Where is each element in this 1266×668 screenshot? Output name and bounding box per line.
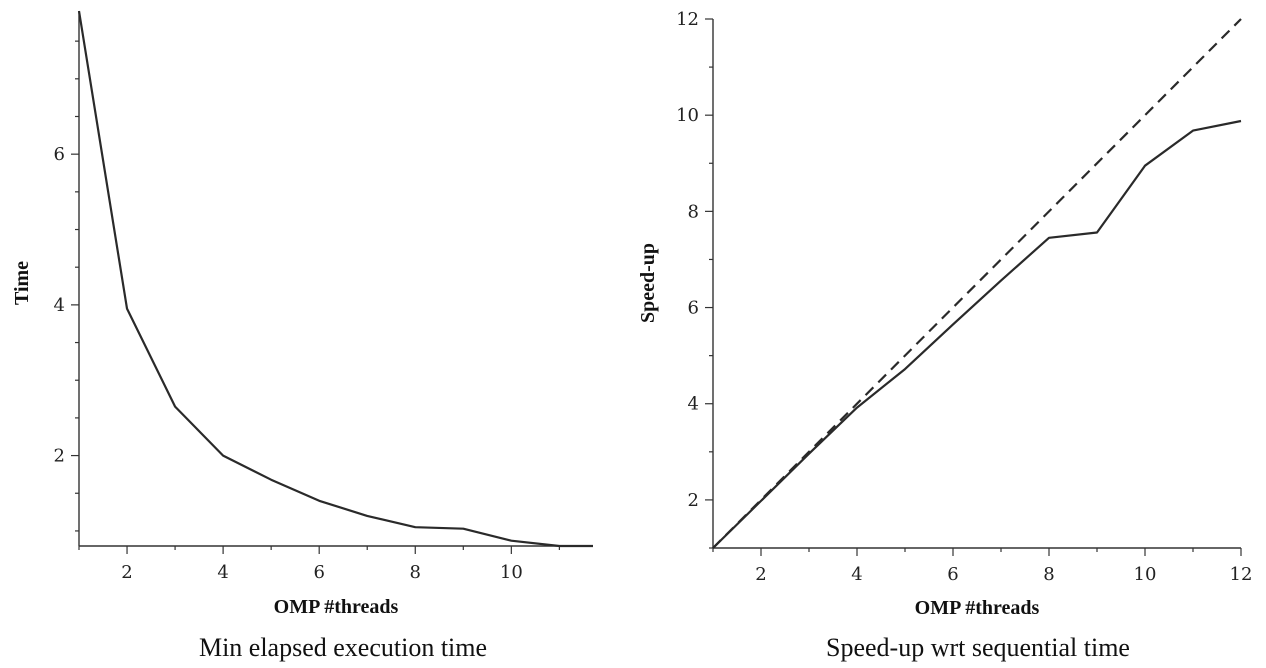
speedup-chart-axes: [712, 19, 1241, 549]
speedup-chart-series-line: [712, 119, 1242, 549]
time-chart-x-tick-label: 4: [217, 562, 228, 583]
speedup-chart-ticks: 2 4 6 8 10 12 2 4 6 8 10 12: [676, 9, 1252, 585]
speedup-chart-y-tick-label: 8: [688, 201, 699, 222]
speedup-chart-y-tick-label: 2: [688, 490, 699, 511]
time-chart-y-tick-label: 6: [54, 144, 65, 165]
time-chart-y-tick-label: 4: [54, 295, 65, 316]
time-chart-y-tick-label: 2: [54, 446, 65, 467]
time-chart: 2 4 6 8 10 2 4 6 OMP #threads Time Min elapsed …: [11, 10, 593, 662]
time-chart-x-axis-label: OMP #threads: [274, 596, 399, 618]
time-chart-x-tick-label: 10: [500, 562, 523, 583]
speedup-chart-y-tick-label: 12: [676, 9, 699, 30]
time-chart-x-tick-label: 6: [313, 562, 324, 583]
speedup-chart-y-tick-label: 6: [688, 298, 699, 319]
speedup-chart-y-tick-label: 10: [676, 105, 699, 126]
speedup-chart-x-tick-label: 10: [1134, 564, 1157, 585]
time-chart-axes: [78, 11, 593, 547]
speedup-chart-x-axis-label: OMP #threads: [915, 597, 1040, 619]
speedup-chart: 2 4 6 8 10 12 2 4 6 8 10 12 OMP #threads Speed-up S…: [637, 9, 1252, 662]
speedup-chart-y-axis-label: Speed-up: [637, 243, 659, 323]
speedup-chart-caption: Speed-up wrt sequential time: [826, 633, 1130, 662]
speedup-chart-x-tick-label: 2: [755, 564, 766, 585]
time-chart-x-tick-label: 2: [121, 562, 132, 583]
speedup-chart-x-tick-label: 4: [851, 564, 862, 585]
time-chart-series: [77, 10, 593, 548]
speedup-chart-y-tick-label: 4: [688, 394, 699, 415]
time-chart-series-line: [77, 10, 593, 548]
speedup-chart-series: [712, 18, 1242, 549]
speedup-chart-x-tick-label: 6: [947, 564, 958, 585]
time-chart-x-tick-label: 8: [410, 562, 421, 583]
speedup-chart-x-tick-label: 12: [1230, 564, 1253, 585]
time-chart-caption: Min elapsed execution time: [199, 633, 487, 662]
time-chart-ticks: 2 4 6 8 10 2 4 6: [54, 40, 560, 583]
speedup-chart-x-tick-label: 8: [1043, 564, 1054, 585]
speedup-chart-ideal-speedup-line: [712, 18, 1242, 549]
time-chart-y-axis-label: Time: [11, 261, 33, 305]
